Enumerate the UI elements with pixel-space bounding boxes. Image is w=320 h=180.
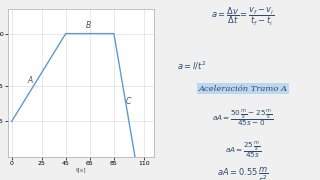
Text: $a = l/t^2$: $a = l/t^2$	[177, 59, 206, 72]
Text: $a = \dfrac{\Delta v}{\Delta t} = \dfrac{v_f - v_i}{t_f - t_i}$: $a = \dfrac{\Delta v}{\Delta t} = \dfrac…	[212, 5, 275, 28]
Text: C: C	[126, 97, 131, 106]
Text: B: B	[86, 21, 92, 30]
Text: A: A	[27, 76, 33, 85]
Text: $aA = \dfrac{50\,\frac{m}{s} - 25\,\frac{m}{s}}{45s - 0}$: $aA = \dfrac{50\,\frac{m}{s} - 25\,\frac…	[212, 108, 274, 127]
Text: $aA = 0.55\,\dfrac{m}{s^2}$: $aA = 0.55\,\dfrac{m}{s^2}$	[217, 166, 269, 180]
Text: $aA = \dfrac{25\,\frac{m}{s}}{45s}$: $aA = \dfrac{25\,\frac{m}{s}}{45s}$	[225, 140, 262, 160]
Text: Aceleración Tramo A: Aceleración Tramo A	[199, 85, 288, 93]
X-axis label: t[s]: t[s]	[76, 167, 86, 172]
